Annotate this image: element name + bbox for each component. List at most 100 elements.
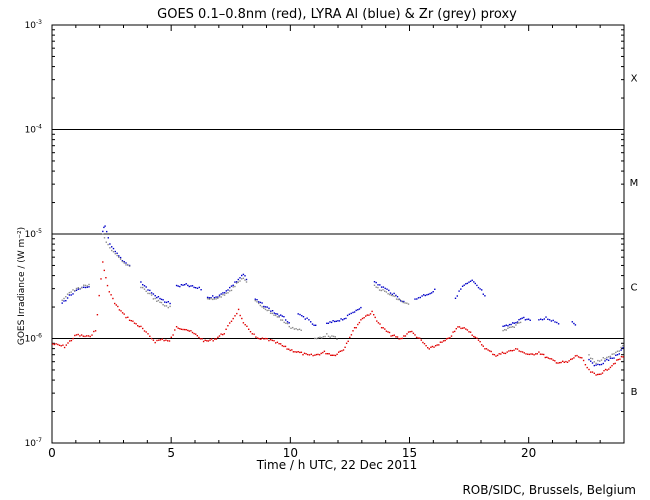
lyra_zr-point	[79, 287, 81, 290]
lyra_zr-point	[103, 237, 106, 239]
lyra_zr-point	[164, 305, 166, 307]
goes-point	[339, 350, 341, 352]
goes-point	[112, 297, 114, 300]
goes-point	[503, 352, 505, 354]
goes-point	[299, 351, 301, 354]
goes-point	[385, 330, 388, 332]
lyra_zr-point	[83, 284, 85, 286]
goes-point	[96, 314, 99, 316]
lyra_al-point	[215, 296, 217, 298]
lyra_al-point	[481, 289, 483, 291]
goes-point	[80, 334, 83, 336]
lyra_zr-point	[515, 324, 517, 326]
lyra_zr-point	[378, 289, 381, 291]
goes-point	[302, 354, 304, 356]
goes-point	[420, 339, 422, 341]
lyra_zr-point	[232, 286, 234, 288]
lyra_al-point	[276, 313, 279, 315]
goes-point	[234, 315, 236, 317]
goes-point	[93, 330, 95, 333]
lyra_al-point	[306, 317, 308, 319]
goes-point	[185, 329, 187, 331]
lyra_al-point	[473, 281, 475, 283]
y-tick-label: 10-5	[25, 228, 43, 240]
goes-point	[271, 339, 273, 342]
lyra_al-point	[573, 322, 575, 325]
lyra_zr-point	[593, 361, 595, 363]
goes-point	[130, 320, 132, 322]
goes-point	[557, 362, 559, 364]
goes-point	[363, 317, 365, 319]
lyra_al-point	[352, 311, 354, 314]
lyra_al-point	[125, 262, 127, 264]
goes-point	[506, 351, 508, 353]
lyra_zr-point	[254, 299, 256, 302]
goes-point	[387, 331, 389, 333]
lyra_al-point	[591, 362, 594, 364]
lyra_zr-point	[599, 360, 601, 362]
goes-point	[135, 323, 137, 325]
lyra_al-point	[519, 318, 522, 320]
lyra_al-point	[505, 324, 507, 326]
lyra_al-point	[77, 288, 79, 290]
goes-point	[105, 277, 107, 279]
goes-point	[297, 351, 299, 353]
goes-point	[323, 350, 326, 352]
goes-point	[425, 345, 427, 347]
lyra_al-point	[590, 360, 592, 362]
lyra_zr-point	[77, 287, 79, 289]
lyra_zr-point	[245, 281, 248, 283]
lyra_al-point	[206, 296, 209, 299]
lyra_zr-point	[504, 329, 506, 331]
lyra_al-point	[187, 284, 189, 287]
goes-point	[161, 338, 163, 340]
goes-point	[455, 328, 457, 330]
chart-title: GOES 0.1–0.8nm (red), LYRA Al (blue) & Z…	[157, 7, 517, 22]
goes-point	[206, 340, 208, 342]
lyra_al-point	[512, 322, 514, 324]
lyra_zr-point	[288, 325, 290, 328]
lyra_al-point	[190, 285, 192, 287]
goes-point	[538, 351, 540, 353]
lyra_al-point	[332, 320, 334, 322]
goes-point	[289, 349, 291, 352]
goes-point	[463, 327, 465, 329]
lyra_al-point	[609, 357, 612, 359]
lyra_al-point	[169, 302, 171, 305]
goes-point	[217, 336, 219, 338]
goes-point	[533, 354, 535, 356]
lyra_zr-point	[121, 260, 124, 263]
goes-point	[358, 321, 361, 324]
lyra_zr-point	[102, 233, 104, 235]
lyra_zr-point	[406, 302, 408, 304]
lyra_al-point	[588, 358, 590, 361]
lyra_al-point	[502, 325, 504, 327]
lyra_zr-point	[385, 291, 388, 293]
lyra_zr-point	[618, 350, 620, 352]
goes-point	[400, 337, 402, 340]
lyra_zr-point	[227, 292, 229, 294]
lyra_al-point	[474, 282, 476, 285]
lyra_zr-point	[225, 292, 227, 294]
lyra_al-point	[595, 364, 597, 366]
lyra_zr-point	[505, 329, 507, 331]
lyra_al-point	[329, 321, 331, 323]
goes-point	[484, 348, 486, 350]
lyra_al-point	[112, 247, 115, 250]
lyra_al-point	[245, 278, 248, 281]
goes-point	[322, 351, 324, 354]
goes-point	[229, 322, 231, 324]
lyra_al-point	[510, 323, 512, 326]
goes-point	[237, 308, 240, 311]
goes-point	[174, 329, 176, 331]
lyra_al-point	[278, 315, 280, 317]
lyra_al-point	[162, 299, 164, 301]
lyra_al-point	[380, 286, 383, 288]
goes-point	[218, 335, 221, 337]
lyra_zr-point	[283, 321, 285, 324]
goes-point	[220, 333, 222, 335]
goes-point	[530, 353, 532, 355]
goes-point	[67, 342, 69, 344]
goes-point	[325, 353, 327, 355]
lyra_zr-point	[268, 309, 270, 311]
